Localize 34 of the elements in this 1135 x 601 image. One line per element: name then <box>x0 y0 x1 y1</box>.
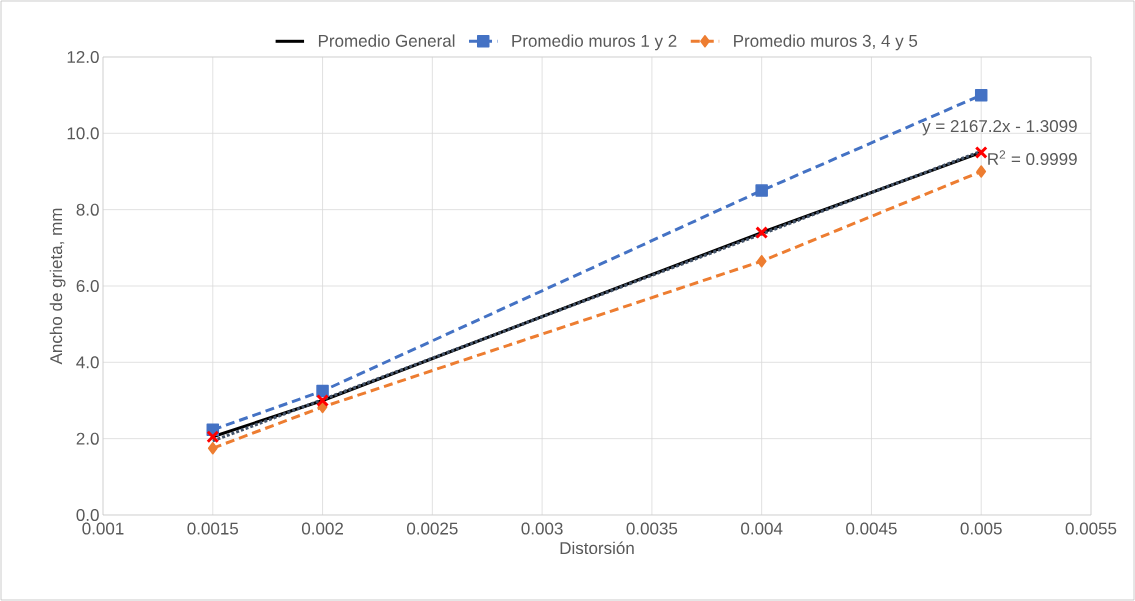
x-tick-label: 0.003 <box>521 522 563 535</box>
y-tick-label: 12.0 <box>67 50 99 64</box>
point <box>755 184 768 197</box>
x-tick-label: 0.005 <box>960 522 1002 535</box>
y-tick-label: 0.0 <box>76 508 99 522</box>
y-tick-label: 6.0 <box>76 279 99 293</box>
x-axis-title: Distorsión <box>560 541 634 555</box>
x-tick-label: 0.004 <box>741 522 783 535</box>
legend-label: Promedio General <box>318 34 455 47</box>
y-axis-title: Ancho de grieta, mm <box>49 208 66 365</box>
point <box>974 145 988 159</box>
point <box>316 384 329 398</box>
point <box>207 441 218 455</box>
y-tick-label: 10.0 <box>67 127 99 140</box>
point <box>974 88 988 102</box>
y-tick-label: 2.0 <box>76 432 99 445</box>
x-tick-label: 0.0025 <box>407 522 458 535</box>
x-tick-label: 0.0015 <box>187 522 239 535</box>
legend-label: Promedio muros 3, 4 y 5 <box>734 34 918 51</box>
annotation: y = 2167.2x - 1.3099 <box>922 120 1077 136</box>
x-tick-label: 0.001 <box>82 522 124 535</box>
point <box>206 430 220 444</box>
point <box>755 226 769 239</box>
point <box>976 165 987 178</box>
x-tick-label: 0.0035 <box>626 522 678 535</box>
y-tick-label: 4.0 <box>76 356 99 369</box>
annotation: R$^{2}$ = 0.9999 <box>988 150 1077 166</box>
x-tick-label: 0.0045 <box>846 522 897 535</box>
y-tick-label: 8.0 <box>76 203 99 216</box>
point <box>756 254 767 268</box>
x-tick-label: 0.0055 <box>1065 522 1117 535</box>
x-tick-label: 0.002 <box>301 522 343 535</box>
point <box>316 394 330 407</box>
legend-label: Promedio muros 1 y 2 <box>512 34 677 51</box>
